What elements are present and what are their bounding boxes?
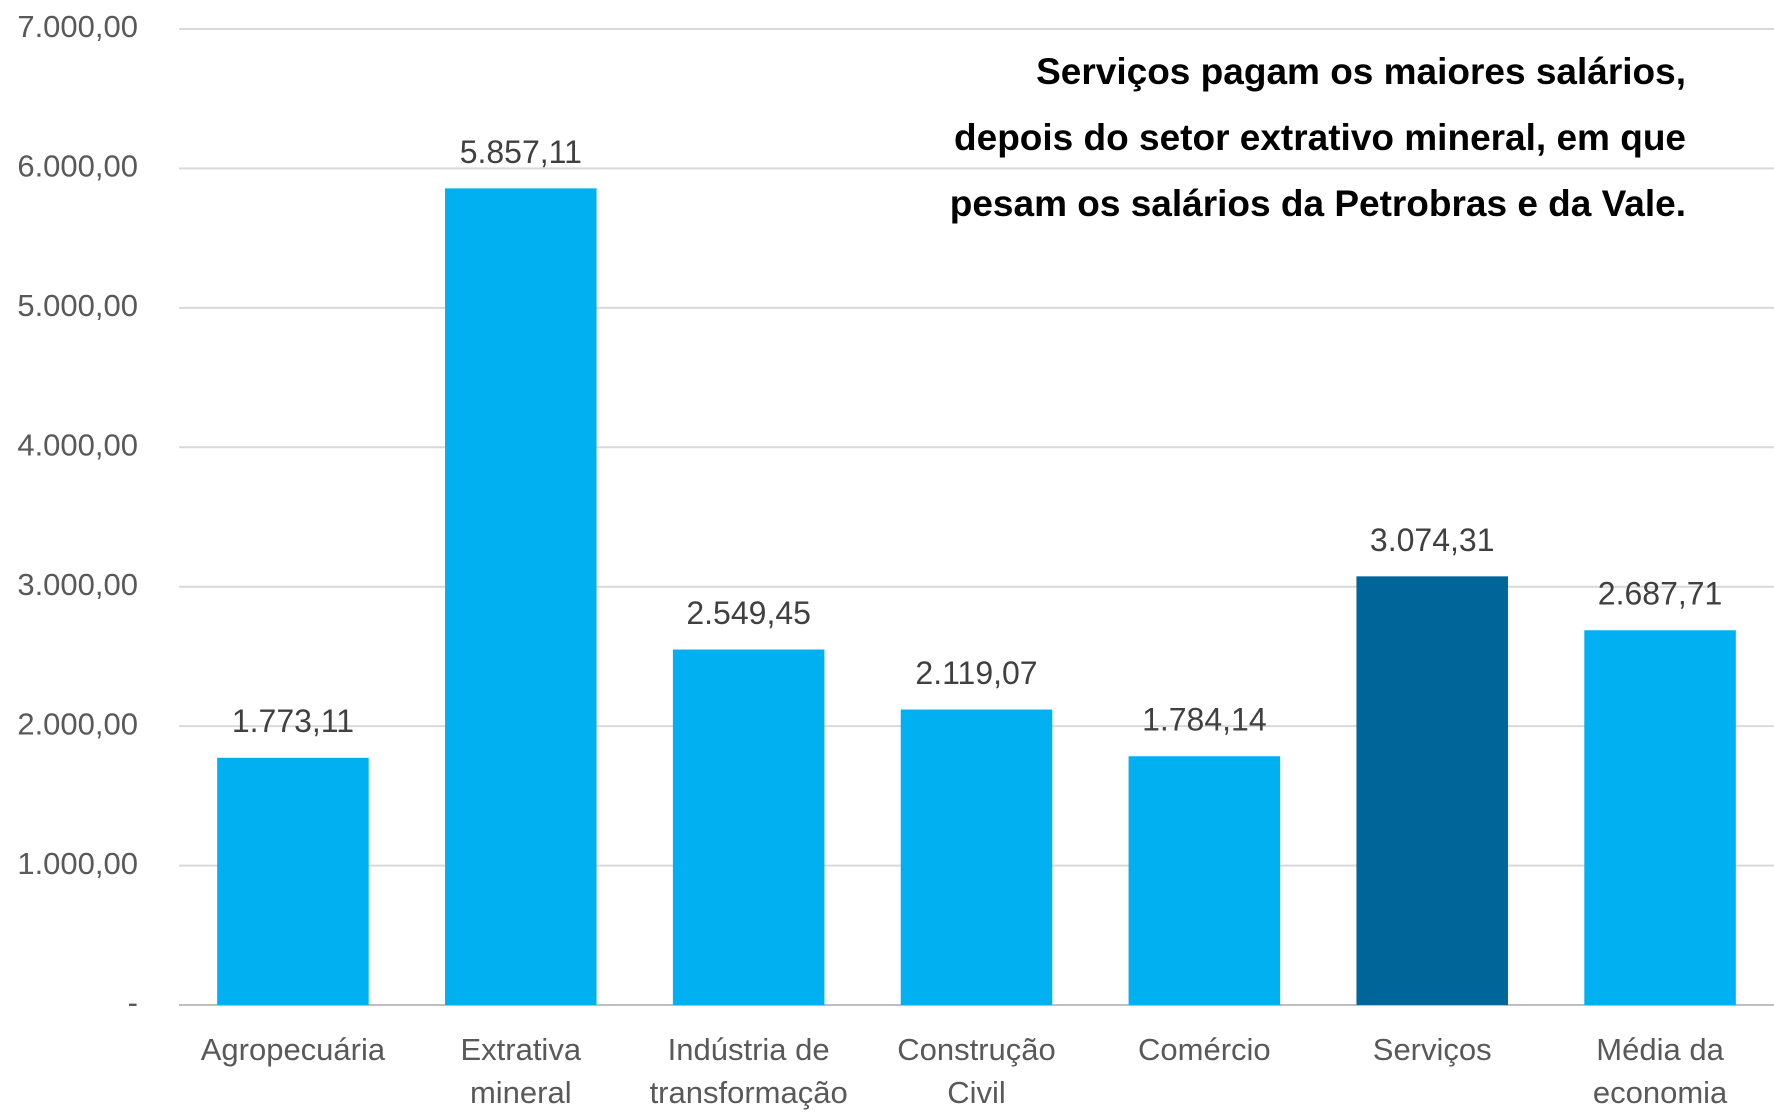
x-tick-label: mineral bbox=[470, 1075, 572, 1110]
bar bbox=[1128, 756, 1281, 1005]
bar bbox=[1356, 576, 1508, 1005]
y-tick-label: 7.000,00 bbox=[17, 9, 138, 44]
bar bbox=[217, 757, 369, 1005]
value-label: 2.119,07 bbox=[915, 655, 1037, 691]
bar bbox=[445, 188, 597, 1006]
value-label: 3.074,31 bbox=[1370, 522, 1495, 558]
value-label: 2.549,45 bbox=[686, 595, 811, 631]
x-tick-label: Serviços bbox=[1373, 1032, 1492, 1067]
x-tick-label: economia bbox=[1593, 1075, 1728, 1110]
x-tick-label: Agropecuária bbox=[201, 1032, 386, 1067]
bar bbox=[900, 709, 1053, 1005]
bar bbox=[1584, 630, 1736, 1005]
chart-title: depois do setor extrativo mineral, em qu… bbox=[954, 117, 1686, 158]
value-label: 1.773,11 bbox=[232, 703, 354, 739]
chart-title: Serviços pagam os maiores salários, bbox=[1036, 51, 1686, 92]
y-tick-label: 5.000,00 bbox=[17, 288, 138, 323]
x-tick-label: Civil bbox=[947, 1075, 1006, 1110]
x-tick-label: Média da bbox=[1596, 1032, 1724, 1067]
bar bbox=[672, 649, 825, 1005]
y-tick-label: 3.000,00 bbox=[17, 567, 138, 602]
y-tick-label: 6.000,00 bbox=[17, 149, 138, 184]
x-tick-label: Comércio bbox=[1138, 1032, 1271, 1067]
value-label: 1.784,14 bbox=[1142, 702, 1267, 738]
y-tick-label: 4.000,00 bbox=[17, 427, 138, 462]
x-tick-label: Construção bbox=[897, 1032, 1056, 1067]
y-tick-label: 1.000,00 bbox=[17, 846, 138, 881]
y-tick-label: - bbox=[128, 985, 138, 1020]
chart-title: pesam os salários da Petrobras e da Vale… bbox=[950, 183, 1686, 224]
x-tick-label: Extrativa bbox=[460, 1032, 581, 1067]
value-label: 2.687,71 bbox=[1598, 576, 1723, 612]
value-label: 5.857,11 bbox=[460, 134, 582, 170]
x-tick-label: transformação bbox=[650, 1075, 848, 1110]
y-tick-label: 2.000,00 bbox=[17, 706, 138, 741]
x-tick-label: Indústria de bbox=[668, 1032, 830, 1067]
